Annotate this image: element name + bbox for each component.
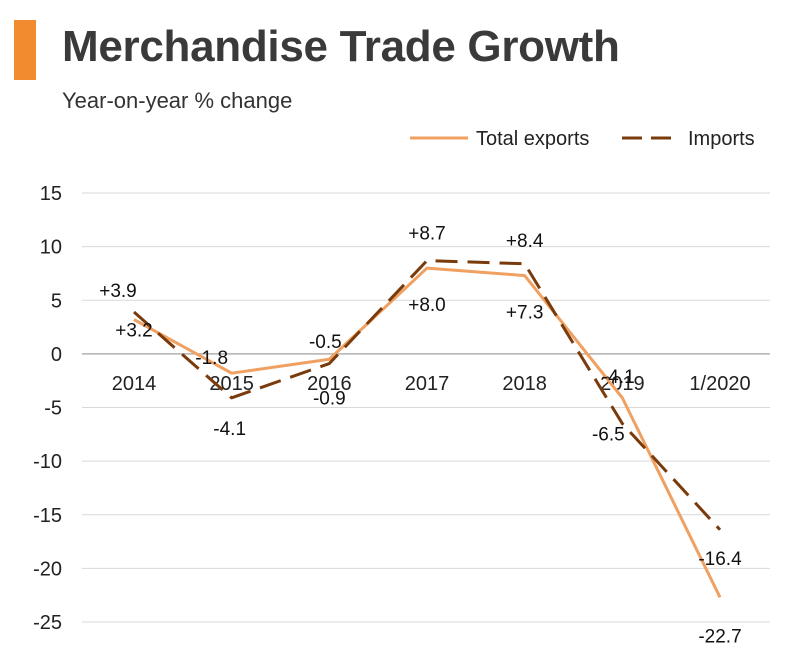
- imports-data-label: -4.1: [213, 419, 246, 440]
- x-tick-label: 2016: [307, 373, 352, 395]
- y-tick-label: -15: [33, 505, 62, 527]
- imports-data-label: -0.9: [313, 389, 346, 410]
- exports-data-label: -4.1: [602, 367, 635, 388]
- legend-label: Imports: [688, 128, 755, 150]
- imports-data-label: +3.9: [99, 281, 137, 302]
- x-tick-label: 2019: [600, 373, 645, 395]
- imports-data-label: -6.5: [592, 425, 625, 446]
- legend-item-imports: Imports: [622, 128, 755, 150]
- title-accent-bar: [14, 20, 36, 80]
- legend-item-total-exports: Total exports: [410, 128, 589, 150]
- imports-series-line: [133, 259, 722, 531]
- exports-data-label: +3.2: [115, 321, 153, 342]
- imports-data-label: +8.4: [506, 231, 544, 252]
- exports-series-line: [133, 266, 722, 598]
- x-tick-label: 2018: [502, 373, 547, 395]
- y-tick-label: 5: [51, 290, 62, 312]
- exports-data-label: -22.7: [698, 626, 741, 647]
- x-tick-label: 1/2020: [689, 373, 750, 395]
- exports-data-label: -1.8: [195, 348, 228, 369]
- imports-data-label: -16.4: [698, 549, 742, 570]
- imports-data-label: +8.7: [408, 224, 446, 245]
- exports-data-label: +7.3: [506, 303, 544, 324]
- x-tick-label: 2017: [405, 373, 450, 395]
- legend-label: Total exports: [476, 128, 589, 150]
- y-tick-label: -25: [33, 612, 62, 634]
- exports-data-label: -0.5: [309, 332, 342, 353]
- y-tick-label: -5: [44, 398, 62, 420]
- x-tick-label: 2014: [112, 373, 157, 395]
- exports-data-label: +8.0: [408, 295, 446, 316]
- y-tick-label: 0: [51, 344, 62, 366]
- y-tick-label: -20: [33, 558, 62, 580]
- page-title: Merchandise Trade Growth: [62, 22, 620, 71]
- page-subtitle: Year-on-year % change: [62, 88, 293, 113]
- y-tick-label: 15: [40, 183, 62, 205]
- y-tick-label: 10: [40, 237, 62, 259]
- y-tick-label: -10: [33, 451, 62, 473]
